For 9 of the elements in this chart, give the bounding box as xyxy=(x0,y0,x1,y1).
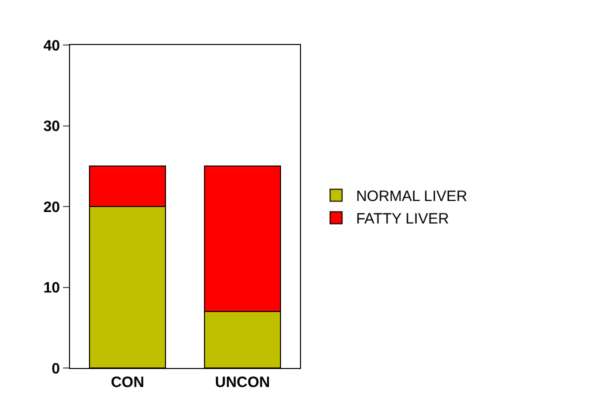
y-tick-label: 10 xyxy=(43,280,60,296)
y-tick-label: 30 xyxy=(43,118,60,135)
y-tick-label: 20 xyxy=(43,198,60,216)
y-tick-label: 0 xyxy=(52,360,60,378)
legend-label: NORMAL LIVER xyxy=(356,188,468,206)
y-tick-label: 40 xyxy=(43,37,60,54)
legend-label: FATTY LIVER xyxy=(356,210,450,228)
x-tick-label: CON xyxy=(110,374,144,391)
x-tick-label: UNCON xyxy=(215,374,270,391)
